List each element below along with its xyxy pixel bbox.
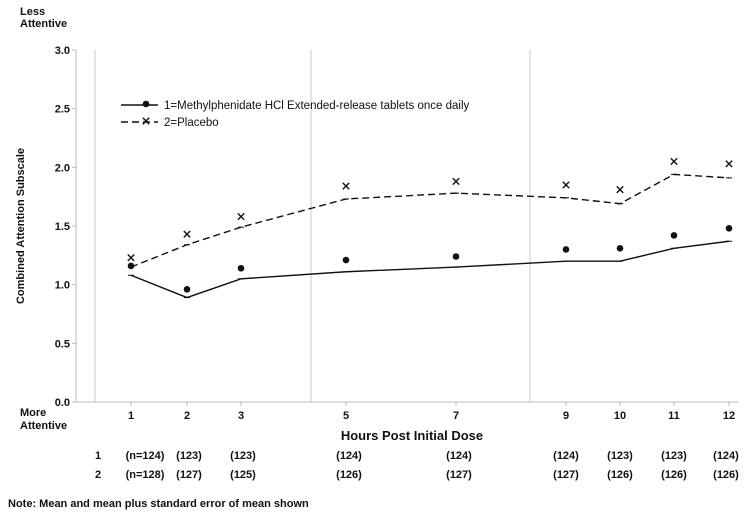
y-tick-label: 1.0 [55,280,70,292]
se-point [670,157,678,166]
sample-size-cell: (123) [230,450,256,462]
se-point [127,253,135,262]
y-tick-label: 1.5 [55,221,70,233]
se-point [725,160,733,168]
x-tick-label: 12 [723,410,735,422]
se-point [237,212,245,221]
sample-size-cell: (123) [607,450,633,462]
y-top-note: Attentive [20,18,67,30]
se-point [616,185,624,194]
chart-axes: 0.00.51.01.52.02.53.01 2 3 5 7 9 10 11 12 [55,45,738,422]
x-tick-label: 2 [184,410,190,422]
y-tick-label: 0.5 [55,338,70,350]
x-axis-label: Hours Post Initial Dose [341,428,483,443]
sample-size-cell: (127) [446,469,472,481]
x-tick-label: 9 [563,410,569,422]
row-label-1: 1 [95,450,101,462]
sample-size-cell: (127) [176,469,202,481]
sample-size-cell: (126) [607,469,633,481]
series-line [130,173,730,268]
y-bottom-note: More [20,407,46,419]
sample-size-cell: (126) [713,469,739,481]
x-tick-label: 11 [668,410,680,422]
se-point [237,264,245,272]
sample-size-cell: (124) [713,450,739,462]
se-point [183,230,191,238]
x-tick-label: 3 [238,410,244,422]
x-tick-label: 5 [343,410,349,422]
x-tick-label: 1 [128,410,134,422]
se-point [342,256,350,264]
x-tick-label: 7 [453,410,459,422]
legend-label-1: 1=Methylphenidate HCl Extended-release t… [164,100,470,112]
sample-size-cell: (123) [661,450,687,462]
y-tick-label: 0.0 [55,397,70,409]
se-point [616,244,624,252]
sample-size-cell: (126) [661,469,687,481]
se-point [670,232,678,239]
series-1 [127,225,733,299]
se-point [562,246,570,253]
y-axis-label: Combined Attention Subscale [15,148,27,304]
y-top-note: Less [20,6,45,18]
chart-series [127,157,733,299]
sample-size-cell: (127) [553,469,579,481]
x-tick-label: 10 [614,410,626,422]
legend-label-2: 2=Placebo [164,117,219,129]
series-line [130,240,730,299]
footnote: Note: Mean and mean plus standard error … [8,498,309,510]
sample-size-cell: (n=128) [126,469,165,481]
y-tick-label: 3.0 [55,45,70,57]
sample-size-cell: (124) [553,450,579,462]
sample-size-table: 1 (n=124) (123) (123) (124) (124) (124) (123) (1… [95,450,739,481]
chart-legend: 1=Methylphenidate HCl Extended-release t… [121,100,470,129]
legend-marker-2 [142,117,150,125]
se-point [452,253,460,260]
se-point [562,181,570,189]
chart-labels: Hours Post Initial Dose Combined Attentio… [8,6,483,510]
sample-size-cell: (126) [336,469,362,481]
legend-marker-1 [142,100,150,108]
y-bottom-note: Attentive [20,420,67,432]
sample-size-cell: (123) [176,450,202,462]
sample-size-cell: (124) [446,450,472,462]
y-tick-label: 2.0 [55,162,70,174]
sample-size-cell: (124) [336,450,362,462]
sample-size-cell: (125) [230,469,256,481]
se-point [725,225,733,232]
se-point [342,182,350,190]
y-tick-label: 2.5 [55,104,70,116]
sample-size-cell: (n=124) [126,450,165,462]
row-label-2: 2 [95,469,101,481]
se-point [452,177,460,186]
se-point [183,286,191,293]
series-2 [127,157,733,268]
